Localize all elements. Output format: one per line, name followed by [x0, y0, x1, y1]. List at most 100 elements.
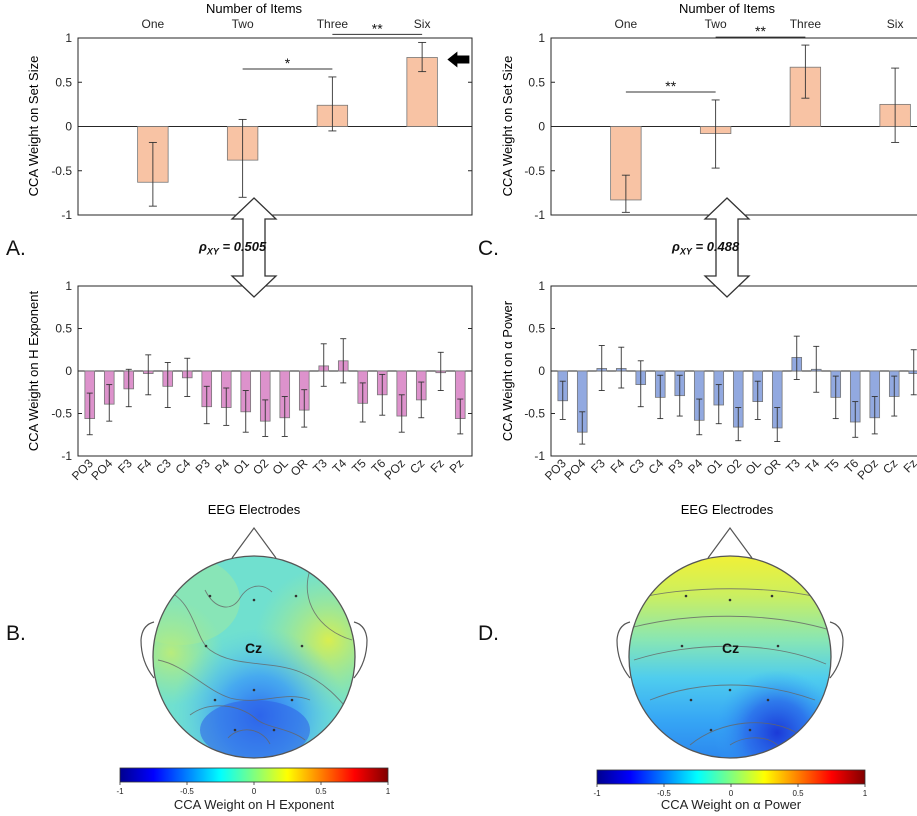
panel-letter-c: C. — [478, 237, 499, 260]
colorbar-tick-label: 1 — [386, 787, 391, 796]
colorbar-tick-label: -0.5 — [180, 787, 194, 796]
bar-fz — [908, 370, 917, 374]
chart-a-bottom-ylabel: CCA Weight on H Exponent — [26, 291, 41, 452]
cz-label-d: Cz — [722, 640, 740, 656]
x-tick-label: P4 — [212, 456, 233, 477]
x-tick-label: One — [615, 17, 638, 31]
y-tick-label: 0.5 — [55, 75, 72, 89]
colorbar-tick-label: 0.5 — [315, 787, 327, 796]
x-tick-label: F3 — [115, 456, 135, 476]
y-tick-label: 0 — [65, 364, 72, 378]
y-tick-label: -0.5 — [51, 407, 72, 421]
x-tick-label: Cz — [880, 456, 900, 476]
topomap-b — [140, 526, 368, 759]
y-tick-label: 0 — [538, 120, 545, 134]
rho-left: ρXY = 0.505 — [199, 239, 267, 257]
highlight-arrow-icon — [447, 51, 470, 68]
y-tick-label: 0.5 — [528, 75, 545, 89]
chart-c-bottom-ylabel: CCA Weight on α Power — [500, 300, 515, 441]
x-tick-label: PO4 — [88, 456, 115, 483]
x-tick-label: P3 — [193, 456, 214, 477]
colorbar-d: -1 -0.5 0 0.5 1 — [593, 769, 868, 798]
y-tick-label: 0.5 — [55, 322, 72, 336]
y-tick-label: -1 — [534, 449, 545, 463]
x-tick-label: Two — [705, 17, 727, 31]
x-tick-label: Two — [232, 17, 254, 31]
link-arrow-left — [230, 197, 278, 298]
x-tick-label: Fz — [901, 456, 917, 475]
x-tick-label: P4 — [685, 456, 706, 477]
panel-letter-d: D. — [478, 622, 499, 645]
x-tick-label: F4 — [135, 456, 155, 476]
chart-a-top-title: Number of Items — [206, 1, 303, 16]
colorbar-tick-label: 0.5 — [792, 789, 804, 798]
x-tick-label: POz — [381, 456, 407, 482]
x-tick-label: OR — [288, 456, 311, 479]
panel-letter-a: A. — [6, 237, 26, 260]
chart-a-top-ylabel: CCA Weight on Set Size — [26, 56, 41, 197]
y-tick-label: -0.5 — [524, 164, 545, 178]
colorbar-b: -1 -0.5 0 0.5 1 — [116, 767, 391, 796]
x-tick-label: Three — [790, 17, 822, 31]
colorbar-tick-label: 0 — [252, 787, 257, 796]
x-tick-label: OR — [761, 456, 784, 479]
x-tick-label: T4 — [803, 456, 823, 476]
chart-c-top-title: Number of Items — [679, 1, 776, 16]
chart-a-top: Number of Items -1 -0.5 0 0.5 1 One Two Three Si… — [26, 1, 473, 222]
cz-label-b: Cz — [245, 640, 263, 656]
x-tick-label: T3 — [783, 456, 803, 476]
colorbar-d-label: CCA Weight on α Power — [660, 797, 802, 812]
y-tick-label: -1 — [61, 208, 72, 222]
colorbar-tick-label: 0 — [729, 789, 734, 798]
x-tick-label: C3 — [626, 456, 647, 477]
x-tick-label: O1 — [704, 456, 725, 477]
x-tick-label: T5 — [822, 456, 842, 476]
x-tick-label: C4 — [173, 456, 194, 477]
y-tick-label: 1 — [65, 279, 72, 293]
y-tick-label: 1 — [65, 31, 72, 45]
x-tick-label: O2 — [723, 456, 744, 477]
x-tick-label: Six — [414, 17, 431, 31]
y-tick-label: 1 — [538, 31, 545, 45]
colorbar-tick-label: -0.5 — [657, 789, 671, 798]
x-tick-label: T4 — [330, 456, 350, 476]
x-tick-label: O1 — [231, 456, 252, 477]
x-tick-label: OL — [743, 456, 764, 477]
y-tick-label: -0.5 — [51, 164, 72, 178]
x-tick-label: One — [142, 17, 165, 31]
significance-label: ** — [372, 20, 383, 36]
chart-c-top-ylabel: CCA Weight on Set Size — [500, 56, 515, 197]
x-tick-label: Pz — [447, 456, 467, 476]
colorbar-b-label: CCA Weight on H Exponent — [173, 797, 335, 812]
rho-right-value: 0.488 — [706, 239, 740, 254]
significance-label: * — [285, 55, 291, 71]
significance-label: ** — [665, 78, 676, 94]
link-arrow-right — [703, 197, 751, 298]
x-tick-label: Cz — [407, 456, 427, 476]
chart-c-top: Number of Items -1 -0.5 0 0.5 1 One Two Three Si… — [500, 1, 917, 222]
x-tick-label: F3 — [588, 456, 608, 476]
x-tick-label: PO4 — [561, 456, 588, 483]
chart-a-bottom-xlabel: EEG Electrodes — [208, 502, 301, 517]
x-tick-label: OL — [270, 456, 291, 477]
x-tick-label: O2 — [250, 456, 271, 477]
y-tick-label: 1 — [538, 279, 545, 293]
y-tick-label: -1 — [61, 449, 72, 463]
colorbar-tick-label: -1 — [116, 787, 124, 796]
x-tick-label: C4 — [646, 456, 667, 477]
y-tick-label: -1 — [534, 208, 545, 222]
panel-letter-b: B. — [6, 622, 26, 645]
y-tick-label: -0.5 — [524, 407, 545, 421]
x-tick-label: Fz — [428, 456, 447, 475]
x-tick-label: C3 — [153, 456, 174, 477]
y-tick-label: 0.5 — [528, 322, 545, 336]
colorbar-tick-label: -1 — [593, 789, 601, 798]
rho-left-value: 0.505 — [233, 239, 267, 254]
x-tick-label: T3 — [310, 456, 330, 476]
x-tick-label: Three — [317, 17, 349, 31]
y-tick-label: 0 — [65, 120, 72, 134]
chart-c-bottom-xlabel: EEG Electrodes — [681, 502, 774, 517]
colorbar-tick-label: 1 — [863, 789, 868, 798]
